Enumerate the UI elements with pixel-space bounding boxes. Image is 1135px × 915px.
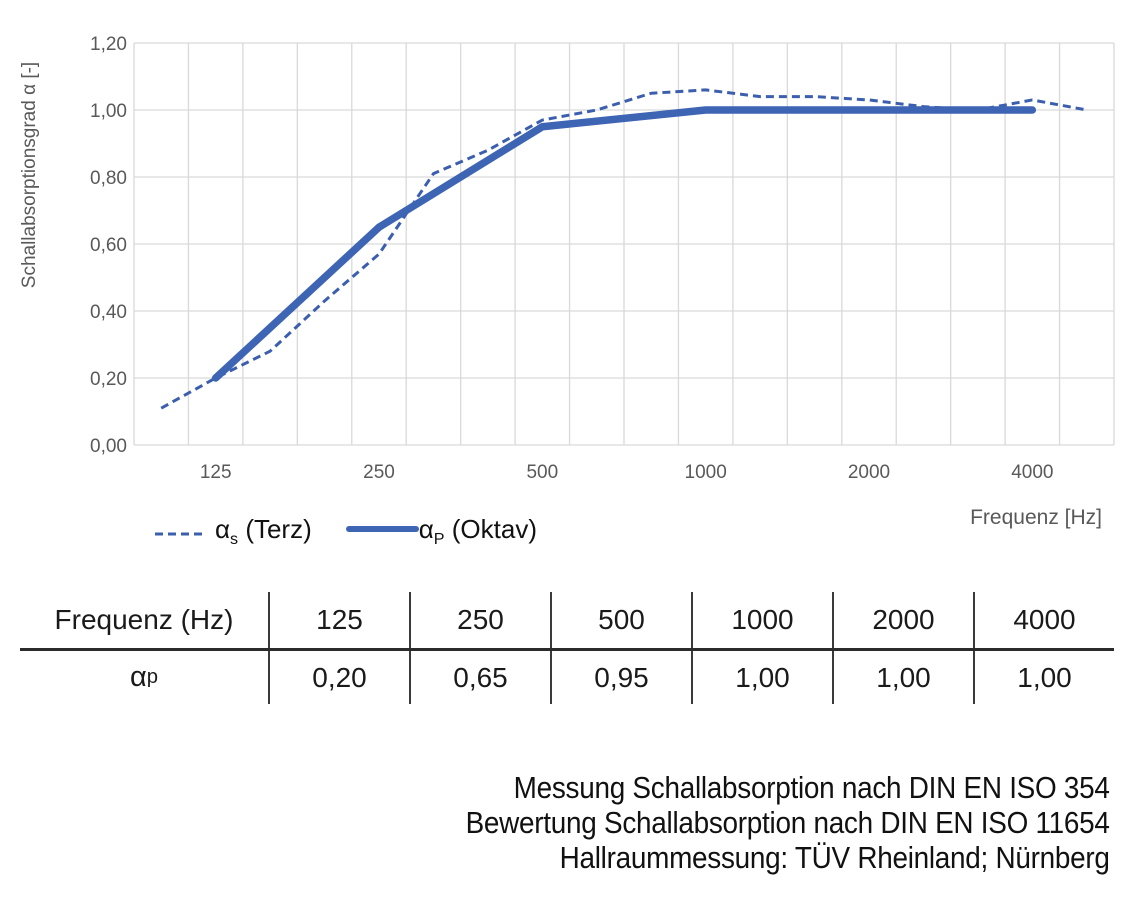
table-value-250: 0,65	[409, 651, 550, 704]
table-header-row: Frequenz (Hz) 125 250 500 1000 2000 4000	[20, 592, 1114, 651]
table-header-4000: 4000	[973, 592, 1114, 648]
y-tick-label: 1,20	[90, 34, 127, 55]
footer-line: Hallraummessung: TÜV Rheinland; Nürnberg	[559, 840, 1110, 875]
table-value-125: 0,20	[268, 651, 409, 704]
table-header-2000: 2000	[832, 592, 973, 648]
alpha-p-series-line	[211, 106, 1037, 382]
footer-line: Bewertung Schallabsorption nach DIN EN I…	[465, 805, 1110, 840]
table-header-frequency: Frequenz (Hz)	[54, 604, 234, 635]
x-axis-title: Frequenz [Hz]	[970, 506, 1102, 529]
table-value-4000: 1,00	[973, 651, 1114, 704]
y-tick-label: 0,40	[90, 302, 127, 323]
x-tick-label: 2000	[848, 462, 890, 483]
x-tick-label: 250	[363, 462, 395, 483]
table-value-2000: 1,00	[832, 651, 973, 704]
legend-label-alpha-p: αP (Oktav)	[418, 513, 537, 548]
x-tick-label: 500	[526, 462, 558, 483]
table-header-250: 250	[409, 592, 550, 648]
table-value-500: 0,95	[550, 651, 691, 704]
footer-line: Messung Schallabsorption nach DIN EN ISO…	[513, 770, 1110, 805]
table-header-1000: 1000	[691, 592, 832, 648]
legend-dashed-line-sample	[155, 514, 207, 545]
y-tick-label: 0,00	[90, 436, 127, 457]
y-tick-label: 1,00	[90, 101, 127, 122]
x-tick-label: 1000	[685, 462, 727, 483]
x-tick-label: 125	[200, 462, 232, 483]
measurement-notes: Messung Schallabsorption nach DIN EN ISO…	[466, 770, 1110, 875]
y-tick-label: 0,80	[90, 168, 127, 189]
table-value-1000: 1,00	[691, 651, 832, 704]
table-header-125: 125	[268, 592, 409, 648]
legend-solid-line-sample	[345, 526, 419, 532]
chart-legend: αs (Terz) αP (Oktav)	[155, 513, 537, 548]
absorption-chart: 0,00 0,20 0,40 0,60 0,80 1,00 1,20 125 250 500 100…	[90, 34, 1115, 483]
y-tick-label: 0,20	[90, 369, 127, 390]
legend-label-alpha-s: αs (Terz)	[215, 513, 312, 548]
x-tick-label: 4000	[1011, 462, 1053, 483]
alpha-s-series-line	[160, 88, 1088, 410]
table-header-500: 500	[550, 592, 691, 648]
y-tick-label: 0,60	[90, 235, 127, 256]
